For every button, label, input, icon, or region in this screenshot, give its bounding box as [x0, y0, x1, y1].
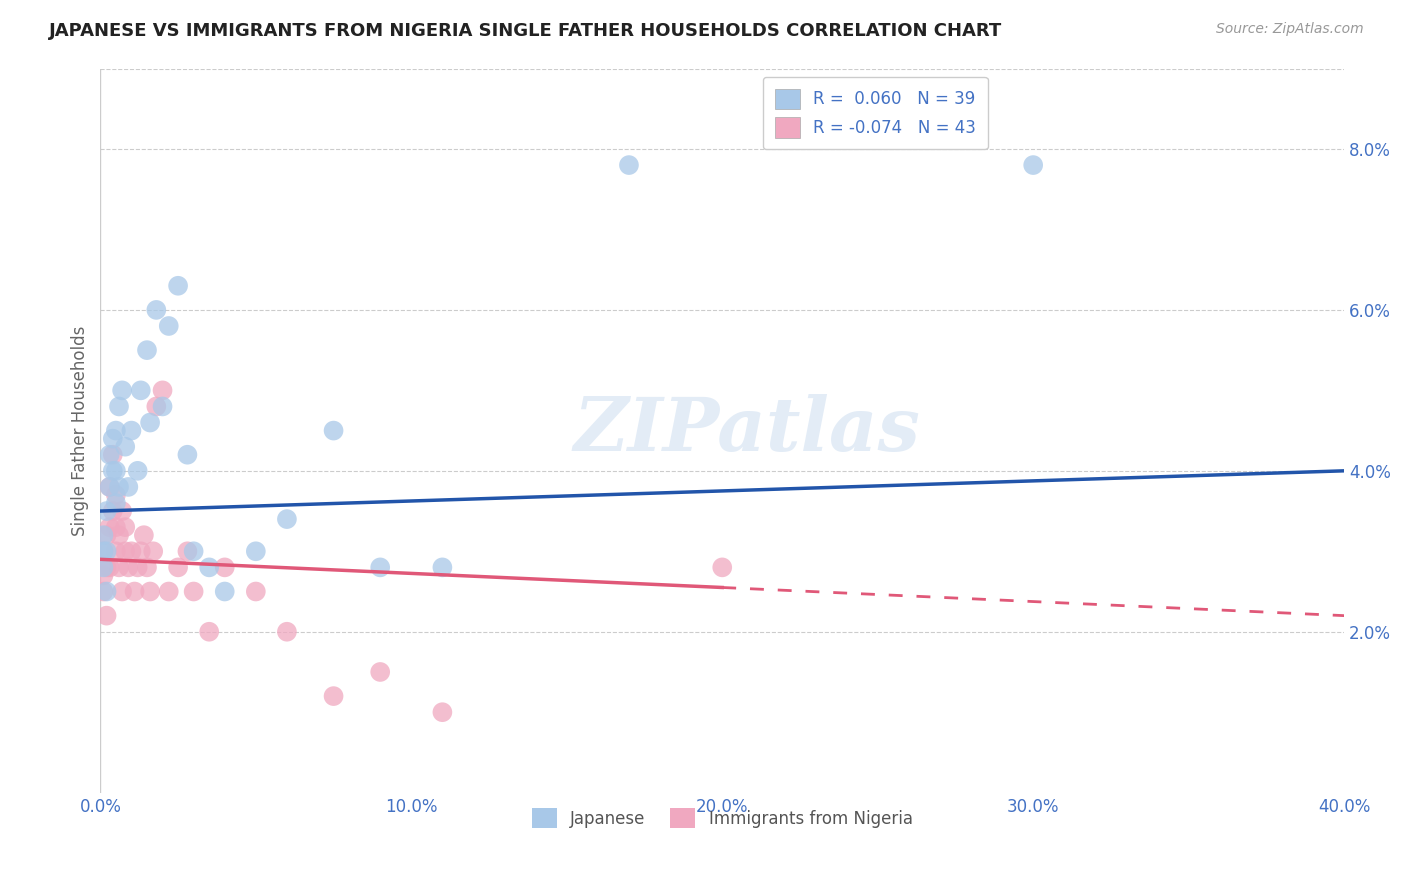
Point	[98, 448, 121, 462]
Point	[127, 560, 149, 574]
Point	[368, 665, 391, 679]
Point	[114, 520, 136, 534]
Point	[93, 560, 115, 574]
Point	[176, 448, 198, 462]
Point	[167, 560, 190, 574]
Point	[93, 584, 115, 599]
Point	[214, 584, 236, 599]
Point	[1022, 158, 1045, 172]
Point	[96, 544, 118, 558]
Point	[111, 384, 134, 398]
Point	[104, 464, 127, 478]
Point	[93, 568, 115, 582]
Point	[101, 504, 124, 518]
Point	[120, 424, 142, 438]
Point	[104, 496, 127, 510]
Point	[198, 624, 221, 639]
Point	[960, 126, 983, 140]
Point	[183, 544, 205, 558]
Point	[167, 278, 190, 293]
Point	[114, 440, 136, 454]
Point	[214, 560, 236, 574]
Text: Source: ZipAtlas.com: Source: ZipAtlas.com	[1216, 22, 1364, 37]
Point	[96, 528, 118, 542]
Point	[98, 520, 121, 534]
Point	[114, 544, 136, 558]
Point	[152, 400, 174, 414]
Point	[245, 544, 267, 558]
Point	[183, 584, 205, 599]
Point	[101, 464, 124, 478]
Point	[93, 528, 115, 542]
Point	[157, 318, 180, 333]
Point	[276, 512, 298, 526]
Point	[96, 560, 118, 574]
Point	[145, 302, 167, 317]
Text: ZIPatlas: ZIPatlas	[574, 394, 921, 467]
Point	[322, 424, 344, 438]
Point	[132, 528, 155, 542]
Point	[98, 480, 121, 494]
Point	[108, 480, 131, 494]
Point	[127, 464, 149, 478]
Point	[96, 584, 118, 599]
Point	[101, 448, 124, 462]
Point	[111, 504, 134, 518]
Point	[136, 343, 159, 358]
Point	[104, 520, 127, 534]
Point	[104, 488, 127, 502]
Point	[101, 432, 124, 446]
Y-axis label: Single Father Households: Single Father Households	[72, 326, 89, 536]
Point	[152, 384, 174, 398]
Text: JAPANESE VS IMMIGRANTS FROM NIGERIA SINGLE FATHER HOUSEHOLDS CORRELATION CHART: JAPANESE VS IMMIGRANTS FROM NIGERIA SING…	[49, 22, 1002, 40]
Point	[93, 544, 115, 558]
Point	[176, 544, 198, 558]
Point	[98, 480, 121, 494]
Point	[245, 584, 267, 599]
Point	[96, 504, 118, 518]
Point	[142, 544, 165, 558]
Point	[117, 560, 139, 574]
Point	[124, 584, 146, 599]
Point	[129, 544, 152, 558]
Point	[108, 528, 131, 542]
Legend: Japanese, Immigrants from Nigeria: Japanese, Immigrants from Nigeria	[524, 801, 920, 835]
Point	[157, 584, 180, 599]
Point	[104, 544, 127, 558]
Point	[96, 608, 118, 623]
Point	[117, 480, 139, 494]
Point	[108, 400, 131, 414]
Point	[104, 424, 127, 438]
Point	[93, 544, 115, 558]
Point	[617, 158, 640, 172]
Point	[432, 705, 454, 719]
Point	[111, 584, 134, 599]
Point	[108, 560, 131, 574]
Point	[145, 400, 167, 414]
Point	[322, 689, 344, 703]
Point	[120, 544, 142, 558]
Point	[276, 624, 298, 639]
Point	[129, 384, 152, 398]
Point	[368, 560, 391, 574]
Point	[136, 560, 159, 574]
Point	[139, 584, 162, 599]
Point	[432, 560, 454, 574]
Point	[198, 560, 221, 574]
Point	[139, 416, 162, 430]
Point	[711, 560, 734, 574]
Point	[98, 560, 121, 574]
